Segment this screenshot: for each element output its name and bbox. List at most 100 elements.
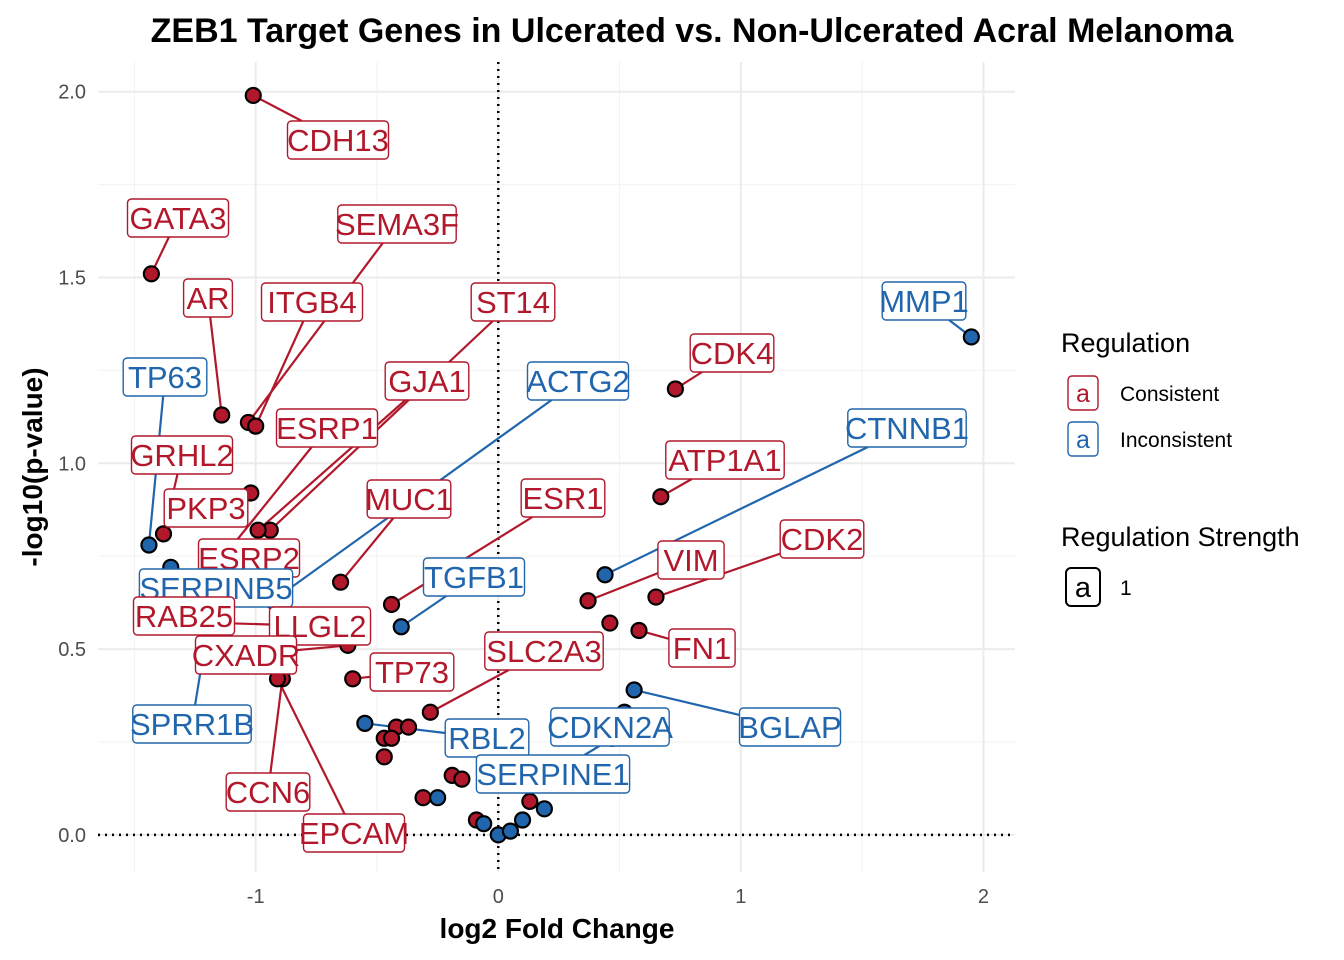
gene-label-box <box>268 606 372 646</box>
data-point <box>331 573 350 591</box>
gene-label-box <box>132 704 252 744</box>
gene-labels: CDH13 GATA3 AR SEMA3F ITGB4 TP63 GRHL2 PKP3 ST14… <box>122 120 969 853</box>
gene-label: ITGB4 <box>267 285 357 320</box>
label-leader-lines <box>147 94 972 815</box>
leader-line <box>257 399 407 531</box>
gene-label-box <box>132 596 236 636</box>
gene-label: CXADR <box>192 638 301 673</box>
gene-label: EPCAM <box>299 816 409 851</box>
legend-key <box>1067 375 1099 411</box>
data-point <box>630 621 648 640</box>
gene-label: SLC2A3 <box>486 634 601 669</box>
data-point <box>356 714 374 732</box>
legend-label: Inconsistent <box>1120 429 1232 452</box>
legend: Regulation a Consistent a Inconsistent Regula… <box>1061 328 1300 607</box>
gene-label-box <box>550 707 670 747</box>
gene-label-box <box>130 435 234 475</box>
data-point <box>213 406 231 424</box>
axis-ticks: -1 0 1 2 0.0 0.5 1.0 1.5 2.0 <box>58 82 989 908</box>
gene-label-box <box>337 204 457 244</box>
data-point <box>249 521 267 539</box>
gene-label-box <box>470 282 556 322</box>
legend-key-glyph: a <box>1076 380 1090 408</box>
gene-label-box <box>126 198 230 238</box>
data-point <box>392 618 410 636</box>
gene-label: BGLAP <box>738 710 841 745</box>
gene-label-box <box>194 635 298 675</box>
gene-label: RAB25 <box>135 599 233 634</box>
gene-label: MMP1 <box>879 284 969 319</box>
legend-key-glyph: a <box>1075 572 1092 604</box>
gene-label: SERPINE1 <box>476 757 629 792</box>
x-tick-label: -1 <box>247 886 265 908</box>
gene-label-box <box>384 361 470 401</box>
y-tick-label: 1.5 <box>58 268 86 290</box>
gene-label: FN1 <box>673 631 732 666</box>
leader-line <box>269 320 494 531</box>
data-point <box>475 815 493 833</box>
data-point <box>521 792 539 811</box>
gene-label-box <box>225 772 311 812</box>
data-point <box>399 718 418 736</box>
data-point <box>666 380 684 398</box>
gene-label-box <box>668 628 736 668</box>
data-point <box>382 595 401 614</box>
legend-label: 1 <box>1120 577 1132 600</box>
data-point <box>652 488 670 506</box>
leader-line <box>269 678 284 774</box>
gene-label: GRHL2 <box>130 438 233 473</box>
legend-key-glyph: a <box>1076 426 1090 454</box>
leader-line <box>633 688 740 717</box>
gene-label-box <box>182 278 234 318</box>
gene-label-box <box>475 754 631 794</box>
gene-label-box <box>369 652 455 692</box>
x-tick-label: 2 <box>978 886 989 908</box>
data-point <box>453 770 471 788</box>
data-point <box>535 800 553 818</box>
gene-label-box <box>122 357 208 397</box>
y-tick-label: 0.0 <box>58 825 86 847</box>
gene-label: ESRP1 <box>276 411 378 446</box>
data-point <box>154 525 173 543</box>
leader-line <box>587 572 659 602</box>
data-point <box>962 328 980 346</box>
data-point <box>140 536 158 554</box>
gene-label: VIM <box>663 543 718 578</box>
legend-title-strength: Regulation Strength <box>1061 522 1300 552</box>
gene-label-box <box>526 361 630 401</box>
legend-title-regulation: Regulation <box>1061 328 1190 358</box>
data-point <box>382 729 401 747</box>
leader-line <box>254 320 305 427</box>
data-point <box>414 789 432 807</box>
gene-label: MUC1 <box>365 482 453 517</box>
leader-line <box>296 644 348 652</box>
gene-label: CDK2 <box>781 522 864 557</box>
gene-label: RBL2 <box>448 721 526 756</box>
gene-label: ST14 <box>476 285 550 320</box>
gene-label: CDH13 <box>287 123 389 158</box>
legend-key <box>1065 567 1101 607</box>
gridlines <box>98 62 1015 872</box>
x-axis-title: log2 Fold Change <box>440 913 675 944</box>
gene-label-box <box>366 479 452 519</box>
legend-label: Consistent <box>1120 383 1219 406</box>
gene-label-box <box>689 333 775 373</box>
leader-line <box>276 678 346 815</box>
leader-line <box>252 94 303 122</box>
gene-label: CDKN2A <box>547 710 673 745</box>
data-point <box>247 417 265 435</box>
y-tick-label: 0.5 <box>58 639 86 661</box>
gene-label: GJA1 <box>388 364 466 399</box>
gene-label: TP63 <box>128 360 202 395</box>
gene-label-box <box>484 631 604 671</box>
data-point <box>344 670 362 688</box>
leader-line <box>400 595 447 628</box>
gene-label-box <box>779 519 865 559</box>
gene-label: CTNNB1 <box>845 411 969 446</box>
data-point <box>375 748 393 766</box>
gene-label: SPRR1B <box>130 707 254 742</box>
data-point <box>429 789 447 807</box>
gene-label: ESR1 <box>523 481 604 516</box>
gene-label: AR <box>186 281 229 316</box>
